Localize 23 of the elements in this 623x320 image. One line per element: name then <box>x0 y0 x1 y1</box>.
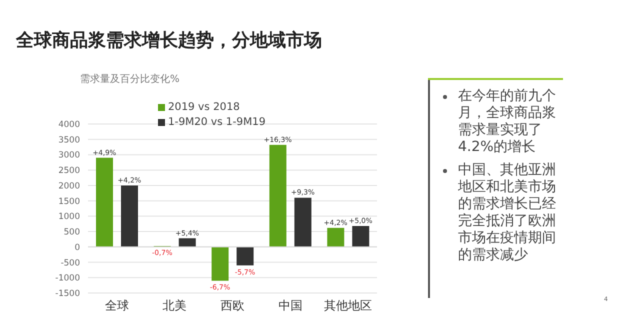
text: 在今年的前九个月，全球商品浆需求量实现了4.2%的增长 <box>457 88 557 156</box>
y-tick-label: -1500 <box>55 289 80 300</box>
chart-title: 全球商品浆需求增长趋势，分地域市场 <box>16 29 322 52</box>
x-tick-label: 中国 <box>278 298 302 313</box>
x-tick-label: 其他地区 <box>324 298 372 313</box>
y-tick-label: -1000 <box>55 274 80 284</box>
x-tick-label: 西欧 <box>220 298 244 313</box>
y-tick-label: 1000 <box>58 212 80 222</box>
x-tick-label: 全球 <box>104 298 129 313</box>
y-tick-label: 0 <box>74 242 80 253</box>
y-tick-label: 1500 <box>58 196 80 207</box>
y-tick-label: -500 <box>60 258 80 268</box>
y-tick-label: 2500 <box>58 166 80 176</box>
y-tick-label: 4000 <box>58 120 80 130</box>
text: 中国、其他亚洲地区和北美市场的需求增长已经完全抵消了欧洲市场在疫情期间的需求减少 <box>457 162 557 264</box>
y-tick-label: 3000 <box>58 150 80 161</box>
legend-label: 1-9M20 vs 1-9M19 <box>167 115 266 130</box>
x-tick-label: 北美 <box>162 298 187 313</box>
legend-label: 2019 vs 2018 <box>167 100 241 115</box>
y-tick-label: 3500 <box>58 135 80 146</box>
y-tick-label: 500 <box>64 228 80 238</box>
y-tick-label: 2000 <box>58 181 80 192</box>
y-axis-title: 需求量及百分比变化% <box>80 72 180 86</box>
